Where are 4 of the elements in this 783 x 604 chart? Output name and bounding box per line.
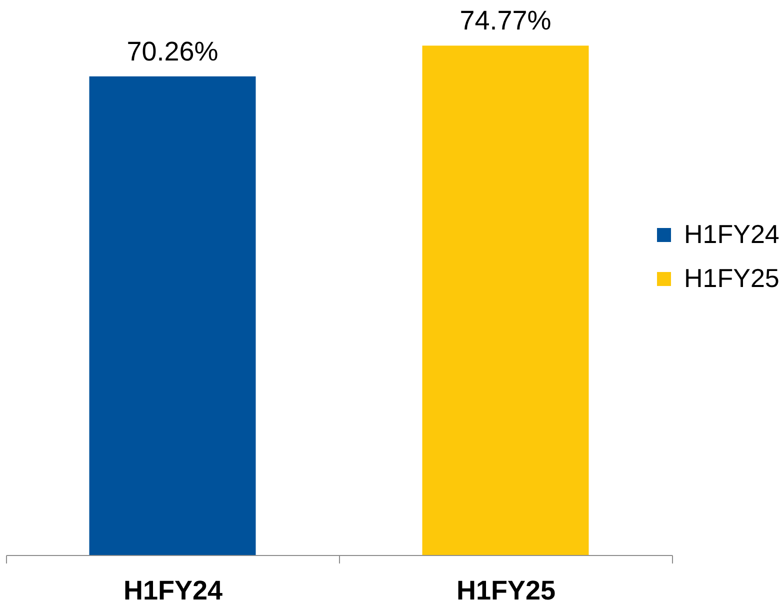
data-label: 70.26% bbox=[126, 36, 218, 66]
data-label: 74.77% bbox=[460, 6, 552, 36]
legend-label: H1FY24 bbox=[684, 219, 780, 250]
legend-label: H1FY25 bbox=[684, 263, 780, 294]
